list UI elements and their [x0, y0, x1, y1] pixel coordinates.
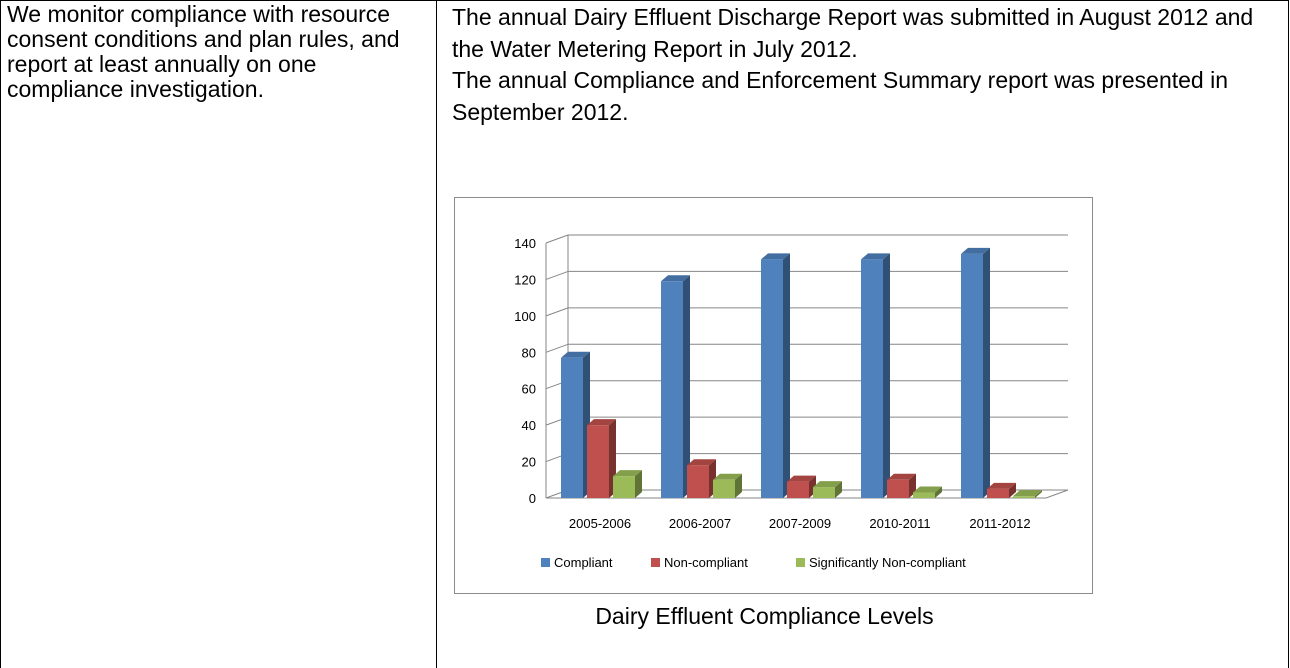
x-tick-label: 2005-2006: [569, 516, 631, 531]
bar-side: [635, 470, 642, 498]
bar-top: [687, 459, 716, 466]
bar-side: [783, 253, 790, 498]
chart-caption: Dairy Effluent Compliance Levels: [595, 603, 934, 629]
bar-top: [761, 253, 790, 260]
bar-top: [887, 473, 916, 480]
bar: [661, 281, 683, 498]
report-paragraph-2: The annual Compliance and Enforcement Su…: [452, 67, 1229, 125]
y-tick-label: 140: [514, 236, 536, 251]
legend-swatch: [651, 558, 660, 567]
bar: [787, 481, 809, 498]
gridline-depth: [545, 307, 569, 317]
gridline-depth: [545, 234, 569, 244]
bar: [761, 259, 783, 498]
report-paragraph-1: The annual Dairy Effluent Discharge Repo…: [452, 4, 1254, 62]
bar-top: [987, 482, 1016, 489]
bar: [1013, 496, 1035, 498]
bar-side: [835, 481, 842, 498]
bar-side: [1009, 482, 1016, 498]
y-tick-label: 20: [522, 455, 536, 470]
bar-top: [713, 473, 742, 480]
bar-top: [587, 419, 616, 426]
y-tick-label: 100: [514, 309, 536, 324]
bar: [687, 465, 709, 498]
legend-label: Non-compliant: [664, 555, 748, 570]
floor-edge: [1045, 489, 1069, 499]
bar-top: [813, 481, 842, 488]
bar: [587, 425, 609, 498]
bar-top: [861, 253, 890, 260]
bar-side: [883, 253, 890, 498]
right-cell: The annual Dairy Effluent Discharge Repo…: [452, 2, 1282, 128]
bar-side: [983, 247, 990, 498]
bar: [961, 253, 983, 498]
bar-side: [1035, 490, 1042, 498]
legend-label: Significantly Non-compliant: [809, 555, 966, 570]
y-tick-label: 0: [529, 491, 536, 506]
chart-frame: 0 20 40 60 80 100 120 140 2005-2006 2006-2007 2007…: [454, 197, 1093, 594]
bar: [561, 357, 583, 498]
legend-swatch: [541, 558, 550, 567]
bar: [987, 488, 1009, 498]
bar-side: [935, 486, 942, 498]
legend-swatch: [796, 558, 805, 567]
x-tick-label: 2006-2007: [669, 516, 731, 531]
compliance-chart: 0 20 40 60 80 100 120 140 2005-2006 2006-2007 2007…: [514, 234, 1069, 570]
bar: [861, 259, 883, 498]
bar-top: [1013, 490, 1042, 497]
y-tick-label: 120: [514, 272, 536, 287]
x-tick-label: 2010-2011: [869, 516, 930, 531]
y-tick-label: 40: [522, 418, 536, 433]
gridline-depth: [545, 343, 569, 353]
commitment-text: We monitor compliance with resource cons…: [7, 1, 400, 102]
column-divider: [436, 0, 437, 668]
y-tick-label: 80: [522, 345, 536, 360]
x-tick-label: 2011-2012: [969, 516, 1030, 531]
bar: [887, 479, 909, 498]
bar: [813, 487, 835, 498]
bar-top: [787, 475, 816, 482]
legend-label: Compliant: [554, 555, 613, 570]
bar: [713, 479, 735, 498]
bar-top: [613, 470, 642, 477]
bar-top: [661, 275, 690, 282]
left-cell: We monitor compliance with resource cons…: [7, 2, 427, 102]
y-tick-label: 60: [522, 382, 536, 397]
bar-side: [683, 275, 690, 498]
bar: [913, 492, 935, 498]
bar: [613, 476, 635, 498]
bar-top: [561, 351, 590, 358]
bar-top: [961, 247, 990, 254]
x-tick-label: 2007-2009: [769, 516, 831, 531]
bar-side: [735, 473, 742, 498]
bar-top: [913, 486, 942, 493]
gridline-depth: [545, 270, 569, 280]
